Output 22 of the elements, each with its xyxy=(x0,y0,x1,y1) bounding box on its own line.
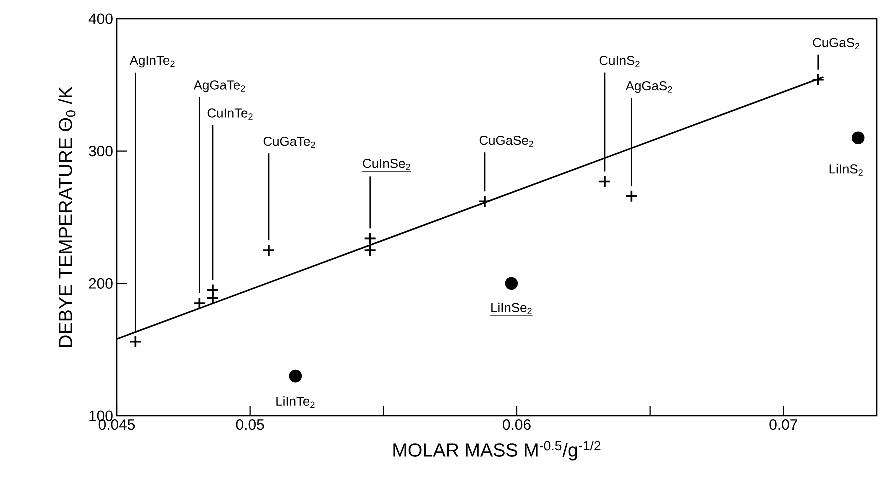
y-tick-label: 300 xyxy=(89,146,113,157)
annotation: AgInTe$_{2}$ xyxy=(130,56,175,68)
annotation: LiInTe$_{2}$ xyxy=(276,396,315,408)
annotation: AgGaTe$_{2}$ xyxy=(194,80,246,92)
annotation: CuGaS$_{2}$ xyxy=(813,38,860,50)
x-tick-label: 0.045 xyxy=(98,420,136,430)
annotation: CuGaSe$_{2}$ xyxy=(480,136,534,148)
annotation: AgGaS$_{2}$ xyxy=(626,81,672,94)
annotation: CuGaTe$_{2}$ xyxy=(264,136,316,148)
y-tick-label: 400 xyxy=(88,14,113,24)
annotation: LiInS$_{2}$ xyxy=(830,164,863,176)
x-tick-label: 0.05 xyxy=(236,420,264,430)
y-axis-title: DEBYE TEMPERATURE Θ$_{0}$ /K xyxy=(58,86,76,347)
annotation: CuInSe$_{2}$ xyxy=(363,159,410,170)
annotation: CuInS$_{2}$ xyxy=(600,56,640,68)
annotation: LiInSe$_{2}$ xyxy=(492,302,532,314)
y-tick-label: 100 xyxy=(90,410,113,422)
x-axis-title: MOLAR MASS M$^{-0.5}$/g$^{-1/2}$ xyxy=(394,440,601,461)
x-tick-label: 0.07 xyxy=(770,420,798,430)
y-tick-label: 200 xyxy=(89,278,113,289)
x-tick-label: 0.06 xyxy=(503,420,531,430)
annotation: CuInTe$_{2}$ xyxy=(208,108,253,120)
